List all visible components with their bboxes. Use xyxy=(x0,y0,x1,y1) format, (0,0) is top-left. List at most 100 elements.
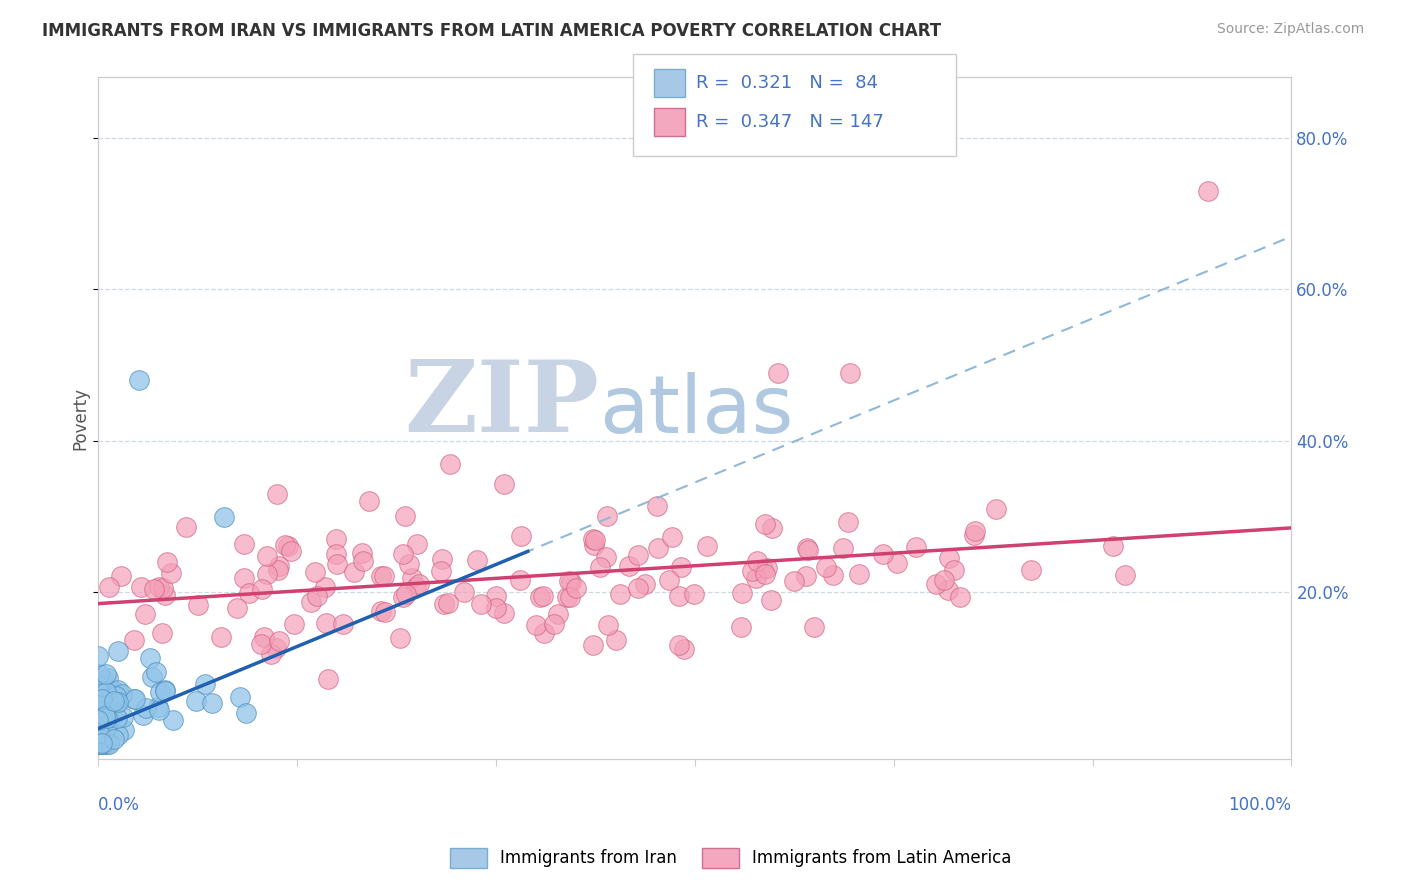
Point xyxy=(91,703,114,717)
Point xyxy=(533,626,555,640)
Point xyxy=(97,671,120,685)
Point xyxy=(105,710,128,724)
Point xyxy=(91,705,114,719)
Point xyxy=(398,558,420,572)
Point xyxy=(135,701,157,715)
Point xyxy=(87,667,110,681)
Point xyxy=(107,728,129,742)
Point xyxy=(754,516,776,531)
Point xyxy=(509,573,531,587)
Point xyxy=(87,688,110,702)
Point xyxy=(647,541,669,556)
Point xyxy=(783,574,806,588)
Point xyxy=(405,537,427,551)
Point xyxy=(256,567,278,582)
Point xyxy=(107,683,129,698)
Point xyxy=(253,630,276,644)
Point xyxy=(87,648,110,663)
Point xyxy=(984,502,1007,516)
Point xyxy=(89,731,111,745)
Point xyxy=(658,573,681,587)
Point xyxy=(103,693,125,707)
Point xyxy=(394,508,416,523)
Point xyxy=(314,580,336,594)
Point xyxy=(232,537,254,551)
Point xyxy=(467,553,489,567)
Point xyxy=(233,571,256,585)
Point xyxy=(110,569,132,583)
Point xyxy=(617,558,640,573)
Point xyxy=(316,672,339,686)
Point xyxy=(494,606,516,620)
Point xyxy=(156,555,179,569)
Point xyxy=(93,708,115,723)
Point xyxy=(730,620,752,634)
Point xyxy=(373,569,395,583)
Point xyxy=(194,677,217,691)
Point xyxy=(803,619,825,633)
Point xyxy=(589,560,612,574)
Point xyxy=(848,566,870,581)
Point xyxy=(96,692,118,706)
Point xyxy=(128,373,150,387)
Point xyxy=(389,631,412,645)
Point xyxy=(904,540,927,554)
Text: 100.0%: 100.0% xyxy=(1229,797,1292,814)
Point xyxy=(595,550,617,565)
Point xyxy=(560,591,582,605)
Point xyxy=(139,651,162,665)
Point xyxy=(756,560,779,574)
Point xyxy=(87,720,110,734)
Point xyxy=(359,494,381,508)
Point xyxy=(91,691,114,706)
Text: 0.0%: 0.0% xyxy=(98,797,141,814)
Point xyxy=(745,571,768,585)
Text: ZIP: ZIP xyxy=(405,356,599,453)
Point xyxy=(439,457,461,471)
Point xyxy=(352,554,374,568)
Point xyxy=(266,487,288,501)
Point xyxy=(238,586,260,600)
Point xyxy=(1114,568,1136,582)
Point xyxy=(267,563,290,577)
Point xyxy=(87,713,110,727)
Point xyxy=(484,589,506,603)
Point xyxy=(131,707,153,722)
Point xyxy=(299,595,322,609)
Point xyxy=(131,581,153,595)
Point xyxy=(93,713,115,727)
Point xyxy=(560,575,582,590)
Point xyxy=(429,564,451,578)
Point xyxy=(280,544,302,558)
Point xyxy=(93,737,115,751)
Point xyxy=(267,558,290,573)
Point xyxy=(256,549,278,564)
Point xyxy=(111,687,134,701)
Legend: Immigrants from Iran, Immigrants from Latin America: Immigrants from Iran, Immigrants from La… xyxy=(444,841,1018,875)
Point xyxy=(837,515,859,529)
Point xyxy=(98,709,121,723)
Point xyxy=(235,706,257,721)
Point xyxy=(93,673,115,687)
Point xyxy=(605,632,627,647)
Point xyxy=(370,568,392,582)
Point xyxy=(872,548,894,562)
Point xyxy=(936,582,959,597)
Point xyxy=(582,538,605,552)
Point xyxy=(823,567,845,582)
Text: Source: ZipAtlas.com: Source: ZipAtlas.com xyxy=(1216,22,1364,37)
Point xyxy=(107,643,129,657)
Point xyxy=(94,690,117,705)
Point xyxy=(87,726,110,740)
Point xyxy=(751,562,773,576)
Point xyxy=(90,680,112,694)
Point xyxy=(325,532,347,546)
Y-axis label: Poverty: Poverty xyxy=(72,386,89,450)
Point xyxy=(148,702,170,716)
Point xyxy=(886,556,908,570)
Point xyxy=(661,530,683,544)
Point xyxy=(437,596,460,610)
Point xyxy=(96,667,118,681)
Point xyxy=(90,737,112,751)
Point xyxy=(453,585,475,599)
